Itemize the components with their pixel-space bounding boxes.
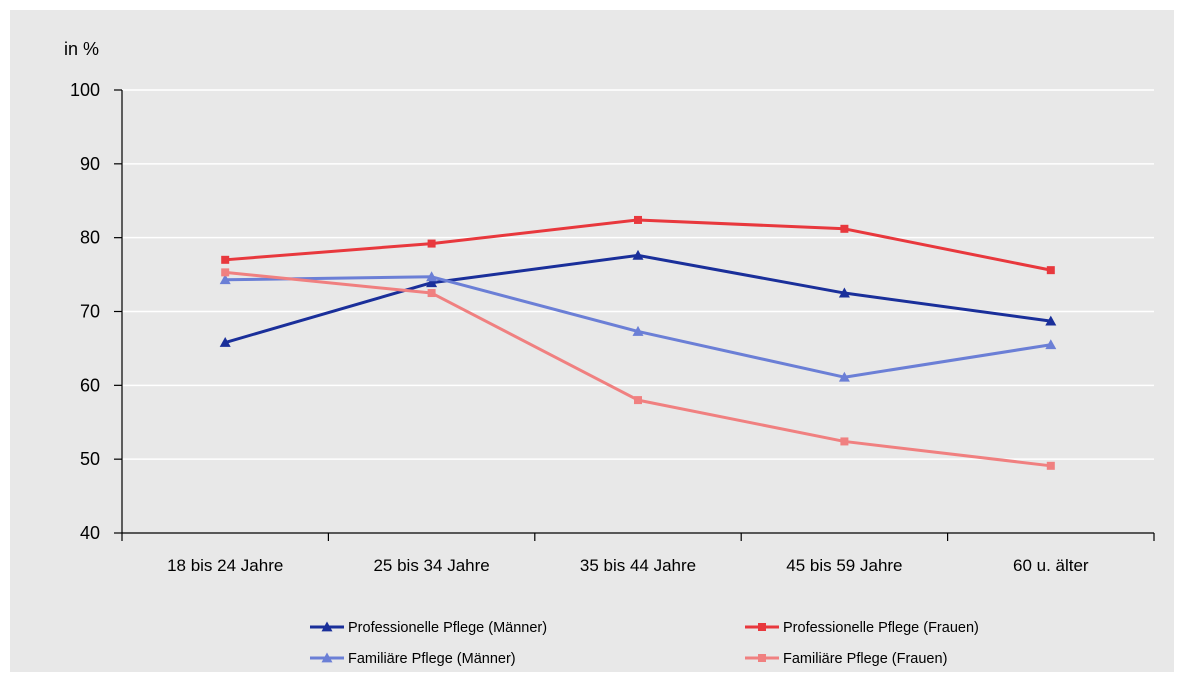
- data-point: [1046, 461, 1055, 470]
- legend-item: Familiäre Pflege (Männer): [310, 651, 516, 667]
- series-1: [221, 215, 1055, 275]
- data-point: [221, 255, 230, 264]
- y-tick-label: 70: [80, 302, 100, 322]
- y-unit-label: in %: [64, 39, 99, 59]
- chart-background: [10, 10, 1174, 672]
- data-point: [632, 249, 644, 260]
- legend-item: Familiäre Pflege (Frauen): [745, 651, 947, 667]
- data-point: [221, 268, 230, 277]
- data-point: [219, 274, 231, 285]
- legend-label: Familiäre Pflege (Frauen): [783, 651, 947, 667]
- data-point: [1046, 266, 1055, 275]
- y-tick-label: 90: [80, 154, 100, 174]
- legend-swatch-marker: [758, 654, 766, 662]
- data-point: [632, 325, 644, 336]
- legend-swatch-marker: [758, 623, 766, 631]
- data-point: [838, 371, 850, 382]
- y-tick-label: 80: [80, 228, 100, 248]
- x-tick-label: 60 u. älter: [1013, 556, 1089, 575]
- data-point: [427, 239, 436, 248]
- legend-item: Professionelle Pflege (Frauen): [745, 620, 979, 636]
- gridlines: [122, 89, 1154, 460]
- legend-label: Familiäre Pflege (Männer): [348, 651, 516, 667]
- series-3: [221, 268, 1055, 470]
- data-point: [840, 224, 849, 233]
- x-tick-label: 35 bis 44 Jahre: [580, 556, 696, 575]
- data-point: [219, 337, 231, 347]
- x-tick-label: 45 bis 59 Jahre: [786, 556, 902, 575]
- data-point: [427, 289, 436, 298]
- data-point: [1045, 339, 1057, 350]
- data-point: [838, 287, 850, 298]
- legend-swatch-marker: [321, 621, 333, 632]
- data-point: [634, 396, 642, 405]
- data-point: [426, 271, 438, 282]
- data-point: [1045, 315, 1057, 326]
- data-point: [840, 437, 849, 446]
- series-lines: [219, 215, 1057, 470]
- legend-swatch-marker: [321, 652, 333, 663]
- data-point: [426, 277, 438, 288]
- legend-label: Professionelle Pflege (Männer): [348, 620, 547, 636]
- legend-label: Professionelle Pflege (Frauen): [783, 620, 979, 636]
- series-2: [219, 271, 1057, 382]
- y-tick-label: 40: [80, 523, 100, 543]
- data-point: [634, 215, 642, 224]
- legend-item: Professionelle Pflege (Männer): [310, 620, 547, 636]
- y-tick-label: 60: [80, 375, 100, 395]
- y-tick-label: 100: [70, 80, 100, 100]
- series-0: [219, 249, 1057, 347]
- x-tick-label: 25 bis 34 Jahre: [373, 556, 489, 575]
- y-tick-label: 50: [80, 449, 100, 469]
- legend: Professionelle Pflege (Männer) Profession…: [310, 620, 979, 667]
- axis-labels: in % 40 50 60 70 80 90 100 18 bis 24 Jahre 25 bi…: [64, 39, 1089, 575]
- x-tick-label: 18 bis 24 Jahre: [167, 556, 283, 575]
- axes: [114, 89, 1155, 541]
